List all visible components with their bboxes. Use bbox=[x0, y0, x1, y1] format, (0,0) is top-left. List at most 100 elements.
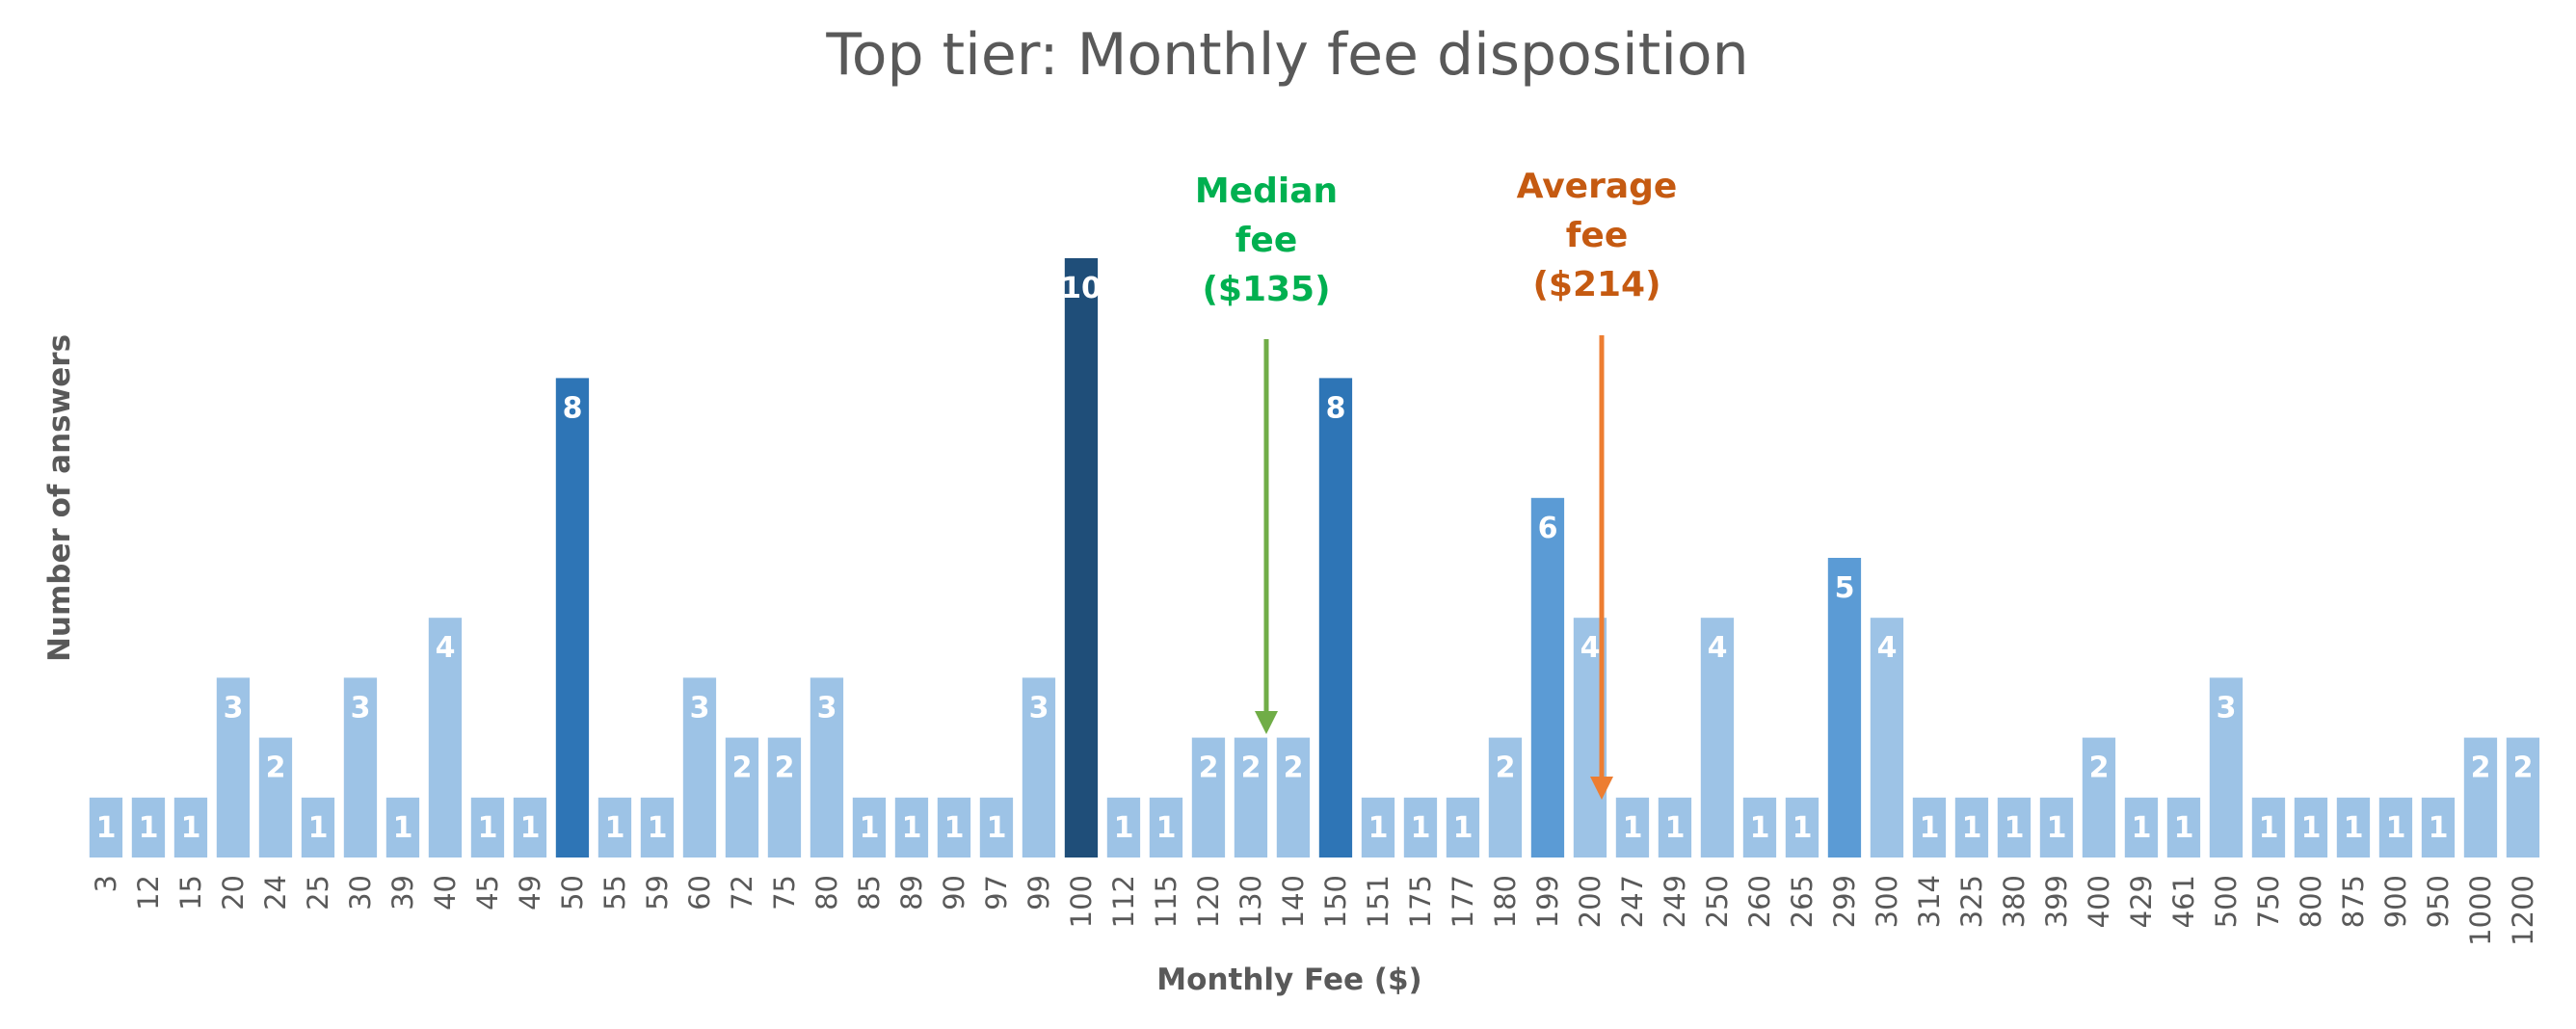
bar-55 bbox=[598, 797, 632, 858]
bar-value-label-199: 6 bbox=[1538, 512, 1558, 545]
bar-value-label-750: 1 bbox=[2259, 811, 2279, 845]
annotation-1-line-0: Average bbox=[1517, 167, 1678, 206]
bar-value-label-800: 1 bbox=[2301, 811, 2322, 845]
bar-value-label-75: 2 bbox=[775, 752, 795, 785]
annotation-0-line-2: ($135) bbox=[1202, 270, 1330, 309]
annotation-1-arrowhead bbox=[1590, 777, 1613, 800]
bar-value-label-177: 1 bbox=[1453, 811, 1474, 845]
bar-50 bbox=[555, 378, 590, 858]
x-tick-label-265: 265 bbox=[1786, 875, 1819, 928]
annotation-0-arrowhead bbox=[1255, 711, 1278, 734]
bar-value-label-115: 1 bbox=[1156, 811, 1177, 845]
bar-151 bbox=[1361, 797, 1395, 858]
bar-value-label-400: 2 bbox=[2089, 752, 2110, 785]
bar-value-label-97: 1 bbox=[987, 811, 1007, 845]
x-tick-label-89: 89 bbox=[895, 875, 928, 910]
x-tick-label-25: 25 bbox=[302, 875, 334, 910]
x-tick-label-260: 260 bbox=[1743, 875, 1776, 928]
bar-value-label-260: 1 bbox=[1750, 811, 1770, 845]
x-tick-label-85: 85 bbox=[853, 875, 886, 910]
bar-49 bbox=[513, 797, 547, 858]
bar-249 bbox=[1658, 797, 1692, 858]
bar-value-label-112: 1 bbox=[1114, 811, 1134, 845]
bar-value-label-299: 5 bbox=[1835, 571, 1855, 605]
x-tick-label-112: 112 bbox=[1107, 875, 1140, 928]
bar-value-label-247: 1 bbox=[1623, 811, 1643, 845]
bar-value-label-1000: 2 bbox=[2471, 752, 2491, 785]
bar-value-label-72: 2 bbox=[732, 752, 753, 785]
x-tick-label-30: 30 bbox=[344, 875, 377, 910]
bar-299 bbox=[1827, 558, 1862, 858]
x-tick-label-59: 59 bbox=[641, 875, 674, 910]
bar-value-label-25: 1 bbox=[308, 811, 329, 845]
x-tick-label-49: 49 bbox=[514, 875, 546, 910]
bar-112 bbox=[1106, 797, 1141, 858]
bar-value-label-151: 1 bbox=[1368, 811, 1389, 845]
x-tick-label-200: 200 bbox=[1574, 875, 1607, 928]
bar-value-label-45: 1 bbox=[478, 811, 498, 845]
bar-value-label-300: 4 bbox=[1877, 631, 1898, 665]
x-tick-label-461: 461 bbox=[2167, 875, 2200, 928]
bar-24 bbox=[258, 737, 293, 858]
bar-177 bbox=[1446, 797, 1480, 858]
bar-value-label-130: 2 bbox=[1241, 752, 1261, 785]
bar-value-label-399: 1 bbox=[2047, 811, 2067, 845]
x-tick-label-180: 180 bbox=[1489, 875, 1522, 928]
bar-value-label-150: 8 bbox=[1326, 391, 1346, 425]
bar-325 bbox=[1954, 797, 1989, 858]
bar-value-label-120: 2 bbox=[1199, 752, 1219, 785]
bar-97 bbox=[979, 797, 1014, 858]
x-tick-label-399: 399 bbox=[2040, 875, 2073, 928]
x-tick-label-1000: 1000 bbox=[2464, 875, 2497, 946]
bar-875 bbox=[2336, 797, 2371, 858]
x-tick-label-900: 900 bbox=[2379, 875, 2412, 928]
bar-429 bbox=[2124, 797, 2159, 858]
annotations-group: Median fee ($135) Average fee ($214) bbox=[1195, 167, 1677, 800]
x-tick-label-380: 380 bbox=[1998, 875, 2031, 928]
x-tick-label-177: 177 bbox=[1447, 875, 1479, 928]
bar-value-label-500: 3 bbox=[2217, 691, 2237, 725]
x-tick-label-800: 800 bbox=[2295, 875, 2327, 928]
x-tick-label-175: 175 bbox=[1404, 875, 1437, 928]
bar-265 bbox=[1785, 797, 1819, 858]
x-tick-label-247: 247 bbox=[1616, 875, 1649, 928]
bar-140 bbox=[1276, 737, 1311, 858]
bar-950 bbox=[2421, 797, 2456, 858]
bar-value-label-24: 2 bbox=[266, 752, 286, 785]
bar-314 bbox=[1912, 797, 1947, 858]
bar-value-label-314: 1 bbox=[1920, 811, 1940, 845]
x-tick-label-429: 429 bbox=[2125, 875, 2158, 928]
bar-250 bbox=[1700, 618, 1735, 858]
bar-value-label-265: 1 bbox=[1793, 811, 1813, 845]
bar-1200 bbox=[2506, 737, 2540, 858]
x-tick-label-72: 72 bbox=[726, 875, 758, 910]
bar-12 bbox=[131, 797, 166, 858]
x-tick-label-20: 20 bbox=[217, 875, 250, 910]
bar-value-label-99: 3 bbox=[1029, 691, 1049, 725]
bars-group bbox=[89, 258, 2540, 858]
x-tick-labels-group: 3 12 15 20 24 25 30 39 40 45 49 50 55 59 60 72 75 80 85 89 9… bbox=[90, 875, 2539, 946]
x-tick-label-40: 40 bbox=[429, 875, 462, 910]
bar-value-label-55: 1 bbox=[605, 811, 625, 845]
annotation-1-line-1: fee bbox=[1566, 216, 1629, 255]
x-tick-label-45: 45 bbox=[471, 875, 504, 910]
bar-40 bbox=[428, 618, 463, 858]
x-tick-label-299: 299 bbox=[1828, 875, 1861, 928]
bar-380 bbox=[1997, 797, 2032, 858]
bar-value-label-12: 1 bbox=[139, 811, 159, 845]
x-tick-label-130: 130 bbox=[1235, 875, 1267, 928]
x-tick-label-97: 97 bbox=[980, 875, 1013, 910]
x-tick-label-300: 300 bbox=[1871, 875, 1903, 928]
bar-500 bbox=[2209, 677, 2244, 858]
x-tick-label-950: 950 bbox=[2422, 875, 2455, 928]
bar-25 bbox=[301, 797, 335, 858]
bar-value-label-461: 1 bbox=[2174, 811, 2194, 845]
bar-461 bbox=[2166, 797, 2201, 858]
bar-value-label-900: 1 bbox=[2386, 811, 2406, 845]
bar-value-label-140: 2 bbox=[1284, 752, 1304, 785]
x-tick-label-151: 151 bbox=[1362, 875, 1394, 928]
x-tick-label-50: 50 bbox=[556, 875, 589, 910]
bar-3 bbox=[89, 797, 123, 858]
